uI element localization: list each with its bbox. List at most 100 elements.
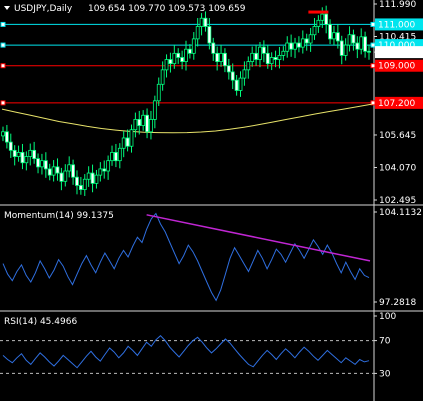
ohlc-readout: 109.654 109.770 109.573 109.659 [88, 4, 246, 14]
candle-body [203, 17, 208, 27]
candle-body [141, 114, 146, 126]
price-level-handle[interactable] [0, 63, 6, 69]
candle-body [75, 176, 79, 186]
candle-body [191, 38, 196, 54]
candle-body [102, 168, 107, 172]
candle-body [250, 52, 255, 62]
candle-body [246, 61, 251, 71]
candle-body [265, 52, 270, 65]
momentum-tick-label: 97.2818 [379, 298, 416, 308]
candle-body [156, 83, 161, 102]
candle-body [195, 26, 200, 40]
candle-body [16, 152, 21, 157]
candle-body [320, 13, 325, 21]
candle-body [133, 118, 138, 131]
candle-body [110, 152, 114, 162]
candle-body [47, 168, 52, 176]
candle-body [335, 32, 340, 42]
price-level-tag-label: 109.000 [378, 62, 415, 72]
rsi-tick-label: 30 [379, 369, 391, 379]
rsi-tick-label: 70 [379, 337, 391, 347]
price-level-tag-label: 111.000 [378, 20, 415, 30]
candle-body [332, 32, 336, 40]
candle-body [149, 118, 153, 133]
candle-body [289, 42, 294, 50]
candle-body [238, 77, 243, 91]
candle-body [28, 149, 33, 157]
candle-body [71, 164, 75, 178]
candle-body [20, 152, 25, 164]
momentum-title: Momentum(14) 99.1375 [4, 211, 114, 221]
candle-body [308, 34, 313, 44]
candle-body [277, 54, 282, 60]
price-tick-label: 110.415 [379, 33, 416, 43]
candle-body [219, 52, 223, 62]
price-level-tag [375, 59, 423, 72]
candle-body [63, 170, 68, 182]
candle-body [254, 52, 258, 60]
price-level-tag-label: 110.000 [378, 41, 415, 51]
candle-body [12, 149, 17, 157]
candle-body [152, 100, 157, 120]
price-level-handle[interactable] [0, 21, 6, 27]
price-level-handle[interactable] [0, 100, 6, 106]
candle-body [293, 42, 297, 50]
current-price-label: 109.659 [378, 48, 415, 58]
candle-body [4, 131, 9, 143]
candle-body [304, 38, 309, 44]
candle-body [226, 65, 231, 73]
candle-body [106, 160, 111, 172]
momentum-trendline[interactable] [146, 214, 371, 262]
candle-body [24, 156, 29, 164]
candle-body [215, 52, 220, 62]
price-level-handle[interactable] [370, 42, 376, 48]
candle-body [94, 174, 99, 184]
candle-body [351, 34, 356, 44]
candle-body [367, 50, 371, 53]
price-tick-label: 102.495 [379, 196, 416, 206]
candle-body [32, 149, 37, 160]
candle-body [258, 46, 262, 60]
candle-body [114, 152, 118, 162]
price-level-handle[interactable] [370, 63, 376, 69]
candle-body [230, 71, 235, 81]
candle-body [199, 17, 204, 27]
candle-body [355, 42, 360, 50]
candle-body [328, 24, 332, 40]
candle-body [184, 48, 188, 62]
momentum-line [2, 212, 370, 302]
candle-body [207, 26, 212, 44]
price-tick-label: 111.990 [379, 0, 416, 10]
candle-body [117, 147, 122, 162]
candle-body [281, 50, 286, 56]
price-tick-label: 104.070 [379, 163, 416, 173]
price-tick-label: 105.645 [379, 131, 416, 141]
candle-body [234, 79, 239, 91]
title-dropdown-icon[interactable] [4, 6, 10, 10]
candle-body [8, 141, 13, 151]
candle-body [78, 185, 83, 190]
candle-body [59, 172, 64, 182]
candle-body [187, 48, 192, 54]
candle-body [347, 34, 352, 46]
candle-body [316, 19, 321, 27]
candle-body [168, 59, 173, 65]
price-level-tag [375, 96, 423, 109]
candle-body [211, 42, 216, 54]
candle-body [242, 69, 247, 79]
candle-body [82, 178, 87, 190]
price-level-handle[interactable] [370, 21, 376, 27]
momentum-tick-label: 104.1132 [379, 208, 422, 218]
candle-body [67, 164, 72, 172]
candle-body [285, 42, 290, 52]
candle-body [90, 172, 95, 184]
candle-body [297, 42, 301, 48]
moving-average-line [1, 103, 373, 134]
candle-body [269, 57, 274, 65]
candle-body [36, 158, 40, 168]
price-level-handle[interactable] [0, 42, 6, 48]
price-marker[interactable] [308, 10, 329, 14]
candle-body [164, 59, 169, 71]
candle-body [180, 57, 185, 62]
